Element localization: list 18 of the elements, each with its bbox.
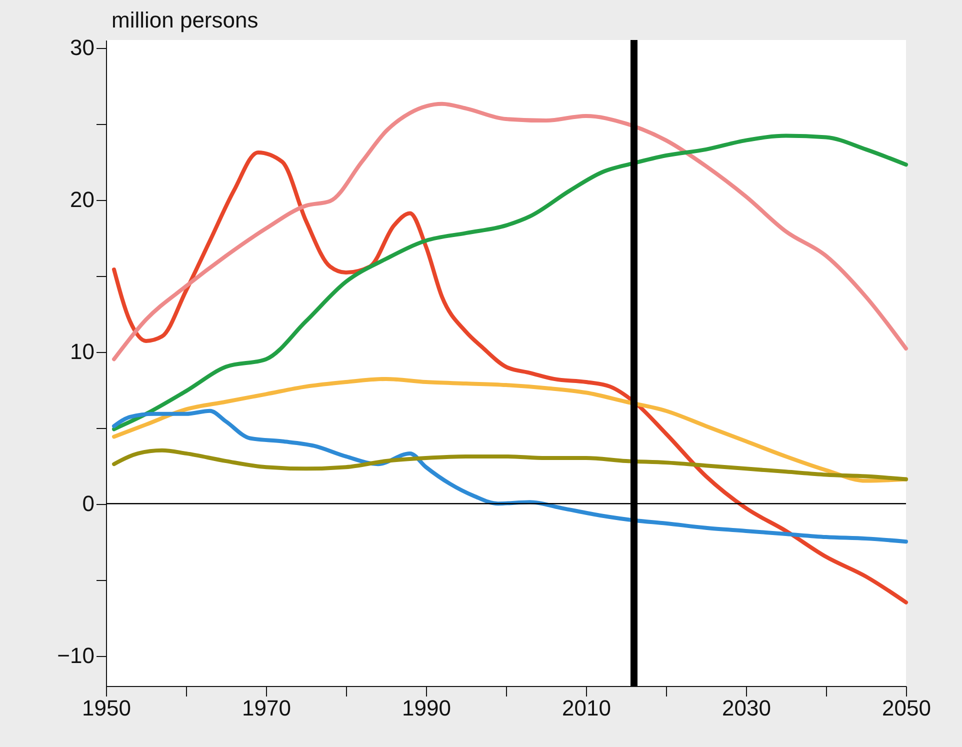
line-series [112, 102, 908, 362]
line-series [112, 134, 908, 432]
y-axis-title: million persons [112, 8, 258, 32]
line-series [112, 408, 908, 544]
x-tick-label: 1970 [242, 696, 291, 720]
x-tick-label: 2050 [882, 696, 931, 720]
x-tick-label: 2010 [562, 696, 611, 720]
x-tick-label: 1990 [402, 696, 451, 720]
line-series [112, 150, 908, 604]
x-tick-label: 2030 [722, 696, 771, 720]
x-tick-label: 1950 [82, 696, 131, 720]
y-tick-label: 0 [82, 491, 94, 516]
y-tick-label: −10 [57, 643, 94, 668]
y-tick-label: 10 [70, 339, 94, 364]
y-tick-label: 30 [70, 35, 94, 60]
y-tick-label: 20 [70, 187, 94, 212]
line-series [112, 448, 908, 482]
line-series [112, 376, 908, 483]
